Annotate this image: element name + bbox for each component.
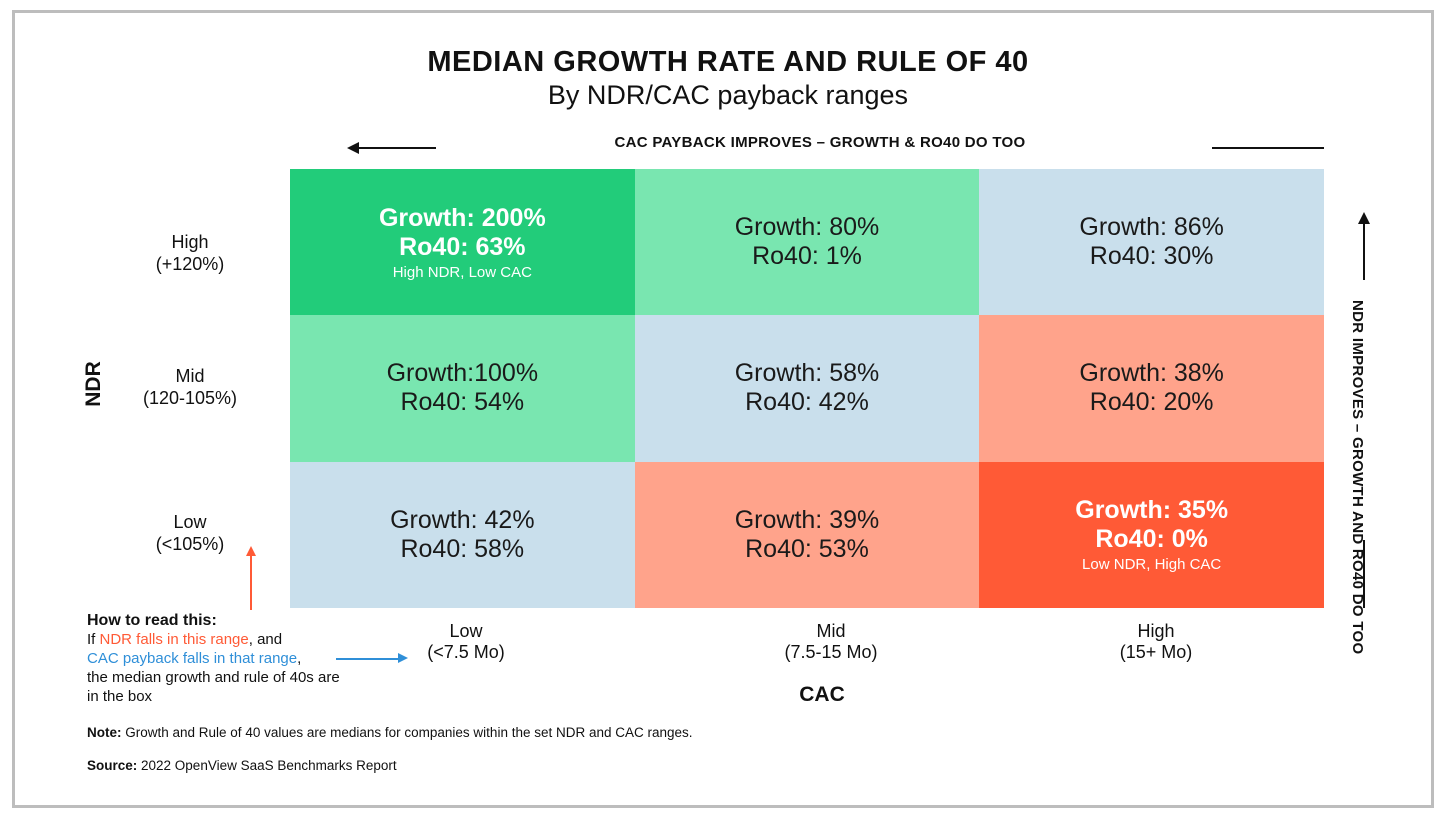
how-to-body: If NDR falls in this range, and CAC payba… <box>87 630 347 706</box>
cell-ro40: Ro40: 20% <box>1089 388 1214 417</box>
chart-title: MEDIAN GROWTH RATE AND RULE OF 40 <box>427 46 1029 78</box>
cell-growth: Growth: 42% <box>390 505 535 534</box>
how-to-if: If <box>87 631 100 648</box>
cell-high-ndr-low-cac: Growth: 200% Ro40: 63% High NDR, Low CAC <box>290 169 635 316</box>
cell-ro40: Ro40: 30% <box>1089 242 1214 271</box>
right-banner: NDR IMPROVES – GROWTH AND RO40 DO TOO <box>1349 300 1366 655</box>
red-up-arrow-icon <box>246 546 256 556</box>
col-label-low: Low (<7.5 Mo) <box>366 621 566 663</box>
cell-low-ndr-low-cac: Growth: 42% Ro40: 58% <box>290 461 635 608</box>
col-label-name: High <box>1137 621 1175 641</box>
col-label-range: (15+ Mo) <box>1119 642 1193 662</box>
right-arrow-line-top <box>1363 222 1365 280</box>
left-arrow-icon <box>347 142 359 154</box>
cell-mid-ndr-low-cac: Growth:100% Ro40: 54% <box>290 315 635 462</box>
chart-subtitle: By NDR/CAC payback ranges <box>547 80 909 110</box>
how-to-heading: How to read this: <box>87 612 217 629</box>
cell-note: High NDR, Low CAC <box>392 263 532 281</box>
col-label-name: Low <box>449 621 483 641</box>
cell-mid-ndr-high-cac: Growth: 38% Ro40: 20% <box>979 315 1324 462</box>
cell-ro40: Ro40: 63% <box>399 232 526 261</box>
cell-growth: Growth:100% <box>386 359 539 388</box>
cell-growth: Growth: 58% <box>734 359 880 388</box>
col-label-name: Mid <box>816 621 846 641</box>
cell-low-ndr-mid-cac: Growth: 39% Ro40: 53% <box>634 461 980 608</box>
col-label-high: High (15+ Mo) <box>1056 621 1256 663</box>
cell-ro40: Ro40: 54% <box>400 388 525 417</box>
cell-ro40: Ro40: 53% <box>745 534 869 563</box>
top-arrow-line-left <box>355 147 436 149</box>
row-label-high: High (+120%) <box>120 231 260 275</box>
source-label: Source: <box>87 758 138 773</box>
row-label-low: Low (<105%) <box>120 511 260 555</box>
cell-low-ndr-high-cac: Growth: 35% Ro40: 0% Low NDR, High CAC <box>979 461 1324 608</box>
source-text: 2022 OpenView SaaS Benchmarks Report <box>137 758 397 773</box>
top-arrow-line-right <box>1212 147 1324 149</box>
row-label-name: Low <box>173 512 207 532</box>
cell-high-ndr-mid-cac: Growth: 80% Ro40: 1% <box>634 169 980 316</box>
heatmap-grid: Growth: 200% Ro40: 63% High NDR, Low CAC… <box>290 169 1324 608</box>
cell-growth: Growth: 38% <box>1079 359 1224 388</box>
how-to-read: How to read this: If NDR falls in this r… <box>87 611 347 706</box>
note-label: Note: <box>87 725 122 740</box>
right-arrow-line-bottom <box>1363 540 1365 608</box>
row-label-range: (+120%) <box>155 254 225 274</box>
col-label-mid: Mid (7.5-15 Mo) <box>731 621 931 663</box>
how-to-and: , and <box>248 631 283 648</box>
row-label-name: Mid <box>175 366 205 386</box>
red-arrow-line <box>250 556 252 610</box>
col-label-range: (7.5-15 Mo) <box>784 642 878 662</box>
up-arrow-icon <box>1358 212 1370 224</box>
cell-note: Low NDR, High CAC <box>1082 556 1222 574</box>
ndr-phrase: NDR falls in this range <box>99 631 249 648</box>
how-to-rest: the median growth and rule of 40s are in… <box>87 669 340 705</box>
how-to-comma: , <box>297 650 302 667</box>
row-label-mid: Mid (120-105%) <box>120 365 260 409</box>
cell-ro40: Ro40: 58% <box>400 534 525 563</box>
cell-ro40: Ro40: 1% <box>752 242 862 271</box>
col-label-range: (<7.5 Mo) <box>427 642 505 662</box>
blue-arrow-line <box>336 658 400 660</box>
note-text: Growth and Rule of 40 values are medians… <box>121 725 693 740</box>
cell-growth: Growth: 80% <box>734 213 880 242</box>
row-label-range: (<105%) <box>155 534 225 554</box>
cac-phrase: CAC payback falls in that range <box>87 650 298 667</box>
footnote: Note: Growth and Rule of 40 values are m… <box>87 725 693 740</box>
cell-growth: Growth: 200% <box>378 203 546 232</box>
row-label-range: (120-105%) <box>142 388 238 408</box>
y-axis-label: NDR <box>82 361 105 407</box>
top-banner: CAC PAYBACK IMPROVES – GROWTH & RO40 DO … <box>614 134 1026 151</box>
cell-high-ndr-high-cac: Growth: 86% Ro40: 30% <box>979 169 1324 316</box>
cell-growth: Growth: 35% <box>1075 496 1229 525</box>
cell-growth: Growth: 39% <box>734 505 880 534</box>
chart-frame <box>12 10 1434 808</box>
cell-mid-ndr-mid-cac: Growth: 58% Ro40: 42% <box>634 315 980 462</box>
cell-ro40: Ro40: 0% <box>1095 525 1208 554</box>
source-line: Source: 2022 OpenView SaaS Benchmarks Re… <box>87 758 397 773</box>
cell-ro40: Ro40: 42% <box>745 388 869 417</box>
cell-growth: Growth: 86% <box>1079 213 1224 242</box>
x-axis-label: CAC <box>799 683 845 706</box>
blue-right-arrow-icon <box>398 653 408 663</box>
row-label-name: High <box>171 232 209 252</box>
